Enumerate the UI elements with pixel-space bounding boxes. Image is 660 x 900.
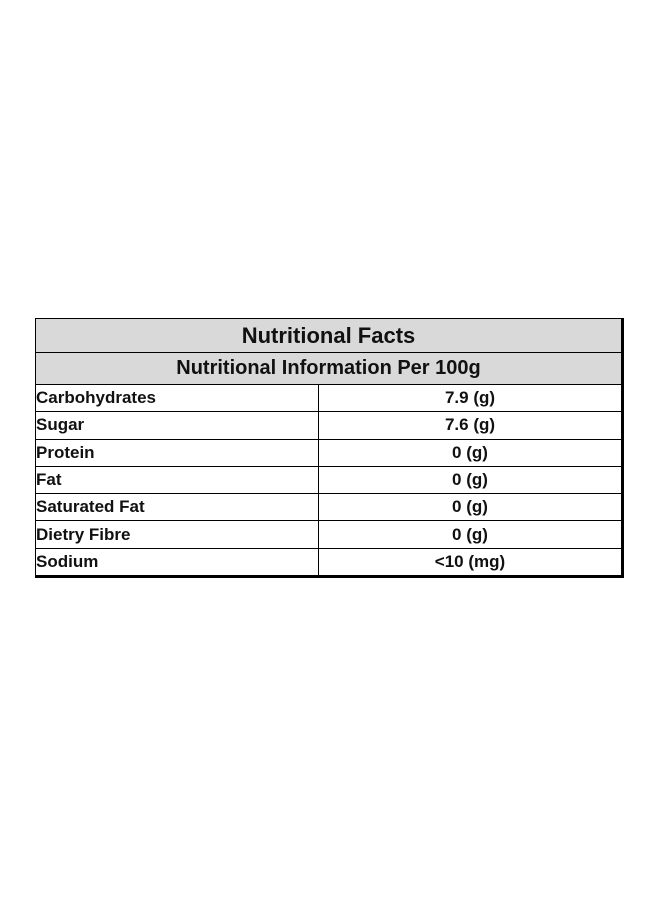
nutrient-amount: 0 (g) xyxy=(318,520,623,549)
nutrient-row: Fat 0 (g) xyxy=(35,465,623,495)
subtitle-row: Nutritional Information Per 100g xyxy=(35,352,623,385)
nutrient-amount: <10 (mg) xyxy=(318,547,623,578)
nutrient-amount: 0 (g) xyxy=(318,438,623,467)
table-subtitle: Nutritional Information Per 100g xyxy=(35,352,623,385)
nutrient-amount: 7.6 (g) xyxy=(318,411,623,440)
nutrient-amount: 0 (g) xyxy=(318,493,623,522)
table-title: Nutritional Facts xyxy=(35,318,623,353)
nutrition-table: Nutritional Facts Nutritional Informatio… xyxy=(35,318,624,579)
nutrient-name: Sugar xyxy=(35,411,319,440)
title-row: Nutritional Facts xyxy=(35,318,623,353)
nutrient-name: Protein xyxy=(35,438,319,467)
nutrient-name: Fat xyxy=(35,465,319,495)
nutrient-name: Dietry Fibre xyxy=(35,520,319,549)
nutrient-row: Sodium <10 (mg) xyxy=(35,547,623,578)
nutrient-name: Sodium xyxy=(35,547,319,578)
nutrient-row: Saturated Fat 0 (g) xyxy=(35,493,623,522)
nutrient-name: Carbohydrates xyxy=(35,383,319,413)
nutrient-name: Saturated Fat xyxy=(35,493,319,522)
nutrient-row: Protein 0 (g) xyxy=(35,438,623,467)
nutrient-row: Sugar 7.6 (g) xyxy=(35,411,623,440)
nutrient-amount: 0 (g) xyxy=(318,465,623,495)
nutrient-row: Carbohydrates 7.9 (g) xyxy=(35,383,623,413)
table-body: Nutritional Facts Nutritional Informatio… xyxy=(35,318,623,578)
nutrient-row: Dietry Fibre 0 (g) xyxy=(35,520,623,549)
nutrient-amount: 7.9 (g) xyxy=(318,383,623,413)
